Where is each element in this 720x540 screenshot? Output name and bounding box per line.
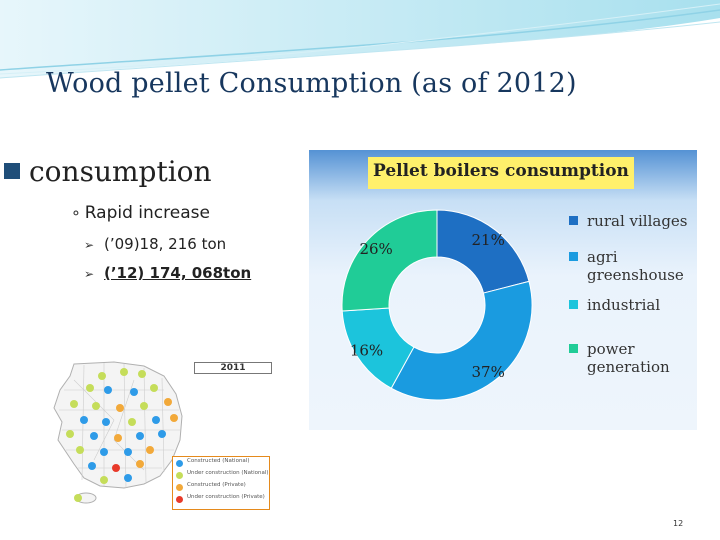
legend-swatch [569, 216, 578, 225]
legend-dot-icon [176, 496, 183, 503]
map-legend-item: Under construction (Private) [173, 494, 269, 505]
legend-item: rural villages [569, 212, 694, 230]
donut-chart: Pellet boilers consumption 21% 37% 16% 26% … [309, 150, 697, 430]
legend-dot-icon [176, 460, 183, 467]
korea-map-image [53, 361, 183, 504]
list-item: ➢ (’09)18, 216 ton [84, 235, 226, 253]
arrow-bullet-icon: ➢ [84, 267, 95, 281]
map-legend-label: Constructed (National) [187, 458, 250, 464]
sub-bullet: ⚬ Rapid increase [70, 203, 210, 223]
bullet-text: consumption [29, 155, 212, 188]
legend-swatch [569, 344, 578, 353]
chart-legend: rural villages agri greenshouse industri… [569, 212, 694, 376]
circle-bullet-icon: ⚬ [70, 206, 82, 222]
list-item-text: (’09)18, 216 ton [104, 235, 227, 253]
legend-item: industrial [569, 296, 694, 314]
map-legend-item: Constructed (Private) [173, 482, 269, 493]
map-legend-label: Constructed (Private) [187, 482, 246, 488]
legend-item: power generation [569, 340, 677, 376]
chart-title: Pellet boilers consumption [368, 157, 634, 189]
donut-slice-agri-greenshouse [390, 280, 533, 401]
map-legend-item: Under construction (National) [173, 470, 269, 481]
donut-slice-power-generation [341, 209, 438, 312]
map-legend-item: Constructed (National) [173, 458, 269, 469]
donut-data-label: 21% [472, 231, 505, 249]
list-item: ➢ (’12) 174, 068ton [84, 264, 251, 282]
donut-data-label: 26% [359, 240, 392, 258]
sub-bullet-text: Rapid increase [84, 203, 210, 223]
bullet-consumption: consumption [4, 155, 212, 188]
list-item-text: (’12) 174, 068ton [104, 264, 252, 282]
map-legend-label: Under construction (National) [187, 470, 269, 476]
map-legend: Constructed (National) Under constructio… [172, 456, 270, 510]
legend-dot-icon [176, 484, 183, 491]
arrow-bullet-icon: ➢ [84, 238, 95, 252]
donut-svg: 21% 37% 16% 26% [341, 209, 533, 401]
square-bullet-icon [4, 163, 20, 179]
legend-label: industrial [587, 296, 661, 314]
legend-item: agri greenshouse [569, 248, 692, 284]
slide-title: Wood pellet Consumption (as of 2012) [46, 68, 577, 99]
page-number: 12 [673, 519, 684, 528]
korea-map-inset: 2011 Constructed (National) Under constr… [44, 360, 272, 510]
donut-data-label: 16% [350, 342, 383, 360]
header-wave-decoration [0, 0, 720, 79]
legend-label: agri greenshouse [587, 248, 684, 284]
map-year-label: 2011 [194, 362, 272, 374]
donut-slice-rural-villages [436, 209, 530, 294]
legend-swatch [569, 252, 578, 261]
legend-label: rural villages [587, 212, 688, 230]
donut-data-label: 37% [472, 363, 505, 381]
legend-dot-icon [176, 472, 183, 479]
legend-swatch [569, 300, 578, 309]
map-legend-label: Under construction (Private) [187, 494, 265, 500]
legend-label: power generation [587, 340, 670, 376]
